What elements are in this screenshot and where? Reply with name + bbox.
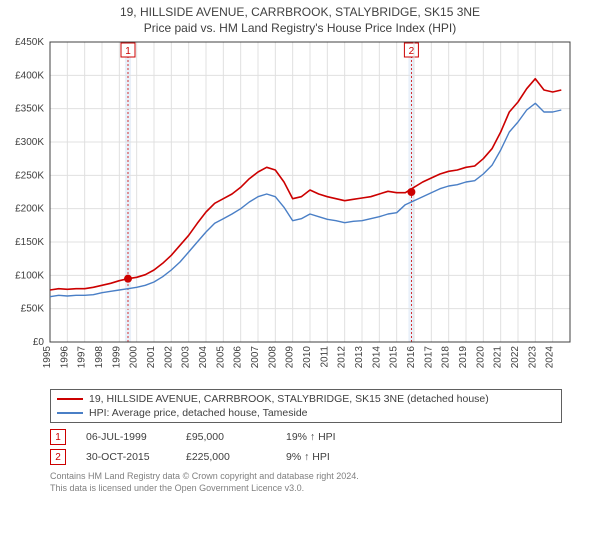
- svg-text:2008: 2008: [267, 346, 278, 369]
- event-badge: 2: [50, 449, 66, 465]
- svg-text:2018: 2018: [441, 346, 452, 369]
- svg-text:2017: 2017: [423, 346, 434, 369]
- svg-text:£400K: £400K: [15, 71, 44, 82]
- svg-text:2023: 2023: [527, 346, 538, 369]
- legend-swatch: [57, 412, 83, 414]
- svg-text:2015: 2015: [389, 346, 400, 369]
- svg-text:2019: 2019: [458, 346, 469, 369]
- chart-container: 12£0£50K£100K£150K£200K£250K£300K£350K£4…: [0, 38, 600, 383]
- event-delta: 9% ↑ HPI: [286, 451, 366, 463]
- event-row: 2 30-OCT-2015 £225,000 9% ↑ HPI: [50, 449, 562, 465]
- svg-text:2020: 2020: [475, 346, 486, 369]
- svg-text:£250K: £250K: [15, 171, 44, 182]
- legend-item: HPI: Average price, detached house, Tame…: [57, 406, 555, 420]
- svg-text:£300K: £300K: [15, 137, 44, 148]
- svg-text:1997: 1997: [77, 346, 88, 369]
- svg-text:1: 1: [125, 46, 131, 57]
- svg-text:£450K: £450K: [15, 38, 44, 48]
- chart-title-block: 19, HILLSIDE AVENUE, CARRBROOK, STALYBRI…: [0, 0, 600, 38]
- svg-text:2014: 2014: [371, 346, 382, 369]
- event-row: 1 06-JUL-1999 £95,000 19% ↑ HPI: [50, 429, 562, 445]
- chart-title-line1: 19, HILLSIDE AVENUE, CARRBROOK, STALYBRI…: [0, 4, 600, 20]
- svg-text:2000: 2000: [129, 346, 140, 369]
- svg-text:1999: 1999: [111, 346, 122, 369]
- svg-text:£50K: £50K: [21, 304, 45, 315]
- svg-text:1998: 1998: [94, 346, 105, 369]
- svg-text:£350K: £350K: [15, 104, 44, 115]
- svg-text:2021: 2021: [493, 346, 504, 369]
- legend-label: 19, HILLSIDE AVENUE, CARRBROOK, STALYBRI…: [89, 393, 489, 405]
- svg-text:£100K: £100K: [15, 271, 44, 282]
- footer-attribution: Contains HM Land Registry data © Crown c…: [50, 471, 562, 494]
- legend: 19, HILLSIDE AVENUE, CARRBROOK, STALYBRI…: [50, 389, 562, 423]
- event-date: 06-JUL-1999: [86, 431, 166, 443]
- price-chart: 12£0£50K£100K£150K£200K£250K£300K£350K£4…: [0, 38, 600, 378]
- svg-text:2009: 2009: [285, 346, 296, 369]
- svg-text:2016: 2016: [406, 346, 417, 369]
- event-delta: 19% ↑ HPI: [286, 431, 366, 443]
- svg-text:2001: 2001: [146, 346, 157, 369]
- footer-line: Contains HM Land Registry data © Crown c…: [50, 471, 562, 483]
- svg-text:2012: 2012: [337, 346, 348, 369]
- svg-text:2024: 2024: [545, 346, 556, 369]
- event-badge: 1: [50, 429, 66, 445]
- svg-text:2022: 2022: [510, 346, 521, 369]
- svg-text:2010: 2010: [302, 346, 313, 369]
- events-table: 1 06-JUL-1999 £95,000 19% ↑ HPI 2 30-OCT…: [50, 429, 562, 465]
- svg-text:2003: 2003: [181, 346, 192, 369]
- legend-swatch: [57, 398, 83, 400]
- svg-text:2005: 2005: [215, 346, 226, 369]
- svg-text:2013: 2013: [354, 346, 365, 369]
- svg-text:2002: 2002: [163, 346, 174, 369]
- event-price: £95,000: [186, 431, 266, 443]
- svg-text:2011: 2011: [319, 346, 330, 368]
- chart-title-line2: Price paid vs. HM Land Registry's House …: [0, 20, 600, 36]
- svg-text:1996: 1996: [59, 346, 70, 369]
- svg-text:1995: 1995: [42, 346, 53, 369]
- legend-label: HPI: Average price, detached house, Tame…: [89, 407, 308, 419]
- svg-text:£200K: £200K: [15, 204, 44, 215]
- event-price: £225,000: [186, 451, 266, 463]
- svg-text:£150K: £150K: [15, 237, 44, 248]
- svg-text:2004: 2004: [198, 346, 209, 369]
- svg-text:2007: 2007: [250, 346, 261, 369]
- legend-item: 19, HILLSIDE AVENUE, CARRBROOK, STALYBRI…: [57, 392, 555, 406]
- event-date: 30-OCT-2015: [86, 451, 166, 463]
- footer-line: This data is licensed under the Open Gov…: [50, 483, 562, 495]
- svg-text:2006: 2006: [233, 346, 244, 369]
